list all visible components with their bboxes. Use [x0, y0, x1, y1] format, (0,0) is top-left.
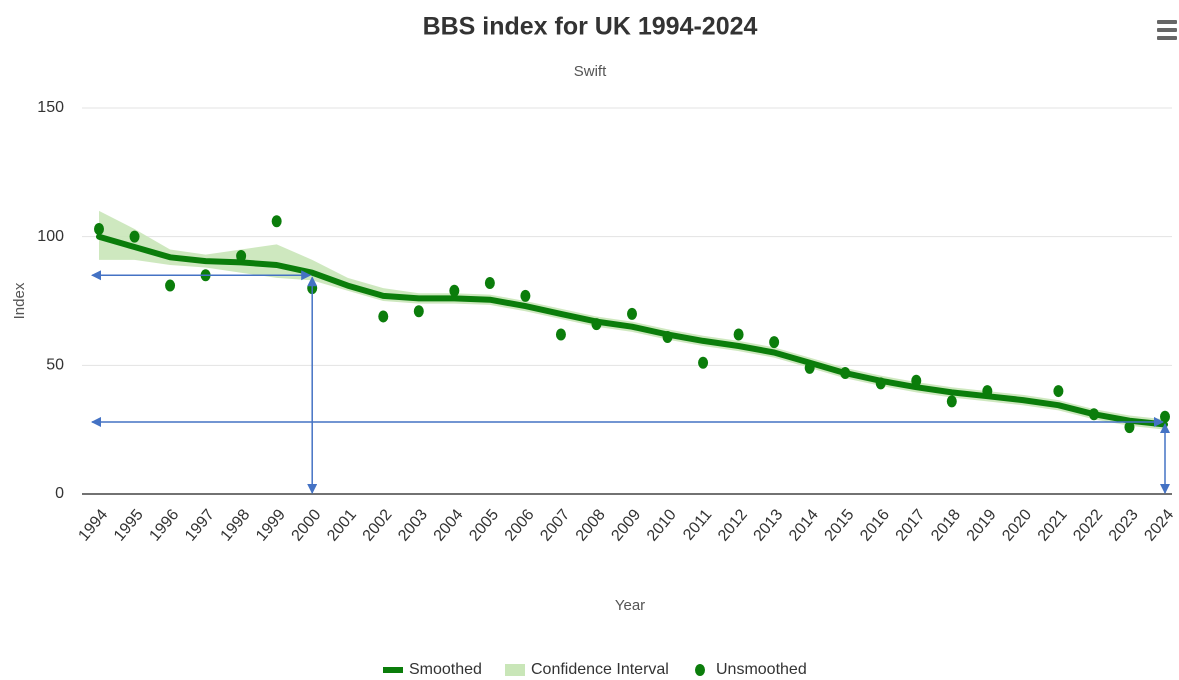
unsmoothed-point: [982, 385, 993, 398]
unsmoothed-point: [165, 279, 176, 292]
x-tick-label: 2002: [360, 506, 396, 544]
y-tick-label: 50: [46, 357, 64, 374]
unsmoothed-point: [129, 230, 140, 243]
x-tick-label: 2007: [537, 506, 573, 544]
x-tick-label: 2004: [431, 506, 467, 544]
x-tick-label: 1997: [182, 506, 218, 544]
x-tick-label: 2010: [644, 506, 680, 544]
unsmoothed-point: [449, 284, 460, 297]
x-tick-label: 2020: [999, 506, 1035, 544]
x-tick-label: 2017: [893, 506, 929, 544]
x-tick-label: 1995: [111, 506, 147, 544]
y-axis-title: Index: [11, 282, 28, 319]
x-tick-label: 1996: [146, 506, 182, 544]
unsmoothed-point: [875, 377, 886, 390]
unsmoothed-point: [555, 328, 566, 341]
unsmoothed-point: [911, 374, 922, 387]
unsmoothed-point: [378, 310, 389, 323]
x-tick-label: 2015: [822, 506, 858, 544]
x-tick-label: 2023: [1106, 506, 1142, 544]
chart-title: BBS index for UK 1994-2024: [423, 13, 758, 41]
unsmoothed-point: [840, 367, 851, 380]
x-tick-label: 2012: [715, 506, 751, 544]
unsmoothed-point: [94, 222, 104, 235]
unsmoothed-point: [1124, 421, 1135, 434]
unsmoothed-point: [236, 249, 247, 262]
y-tick-label: 150: [37, 99, 64, 116]
unsmoothed-point: [804, 361, 815, 374]
menu-icon[interactable]: [1157, 20, 1177, 40]
legend-label: Smoothed: [409, 661, 482, 678]
x-tick-label: 2018: [928, 506, 964, 544]
legend-label: Confidence Interval: [531, 661, 669, 678]
x-axis-title: Year: [615, 597, 645, 614]
x-tick-label: 2001: [324, 506, 360, 544]
x-tick-label: 2024: [1141, 506, 1177, 544]
x-tick-label: 2003: [395, 506, 431, 544]
menu-bar[interactable]: [1157, 28, 1177, 32]
menu-bar[interactable]: [1157, 36, 1177, 40]
unsmoothed-point: [520, 289, 531, 302]
x-tick-label: 2000: [289, 506, 325, 544]
x-tick-label: 2009: [608, 506, 644, 544]
y-tick-label: 0: [55, 485, 64, 502]
x-tick-label: 2006: [502, 506, 538, 544]
unsmoothed-point: [698, 356, 709, 369]
x-tick-label: 2011: [680, 506, 715, 543]
menu-bar[interactable]: [1157, 20, 1177, 24]
y-tick-label: 100: [37, 228, 64, 245]
x-tick-label: 1998: [218, 506, 254, 544]
x-tick-label: 2019: [964, 506, 1000, 544]
unsmoothed-point: [769, 336, 780, 349]
x-tick-label: 2014: [786, 506, 822, 544]
x-tick-label: 2021: [1035, 506, 1071, 544]
x-tick-label: 1994: [75, 506, 111, 544]
unsmoothed-point: [1160, 410, 1170, 423]
x-tick-label: 2022: [1070, 506, 1106, 544]
legend-swatch: [505, 664, 525, 676]
unsmoothed-point: [662, 331, 673, 344]
unsmoothed-point: [413, 305, 424, 318]
legend-label: Unsmoothed: [716, 661, 807, 678]
x-tick-label: 2005: [466, 506, 502, 544]
unsmoothed-point: [1053, 385, 1064, 398]
unsmoothed-point: [271, 215, 282, 228]
x-tick-label: 2016: [857, 506, 893, 544]
x-tick-label: 1999: [253, 506, 289, 544]
chart-subtitle: Swift: [574, 63, 607, 80]
unsmoothed-point: [627, 307, 637, 320]
unsmoothed-point: [733, 328, 744, 341]
unsmoothed-point: [591, 318, 602, 331]
unsmoothed-point: [946, 395, 957, 408]
x-tick-label: 2013: [751, 506, 787, 544]
legend-dot: [695, 664, 705, 676]
unsmoothed-point: [484, 276, 495, 289]
unsmoothed-point: [1088, 408, 1099, 421]
x-tick-label: 2008: [573, 506, 609, 544]
